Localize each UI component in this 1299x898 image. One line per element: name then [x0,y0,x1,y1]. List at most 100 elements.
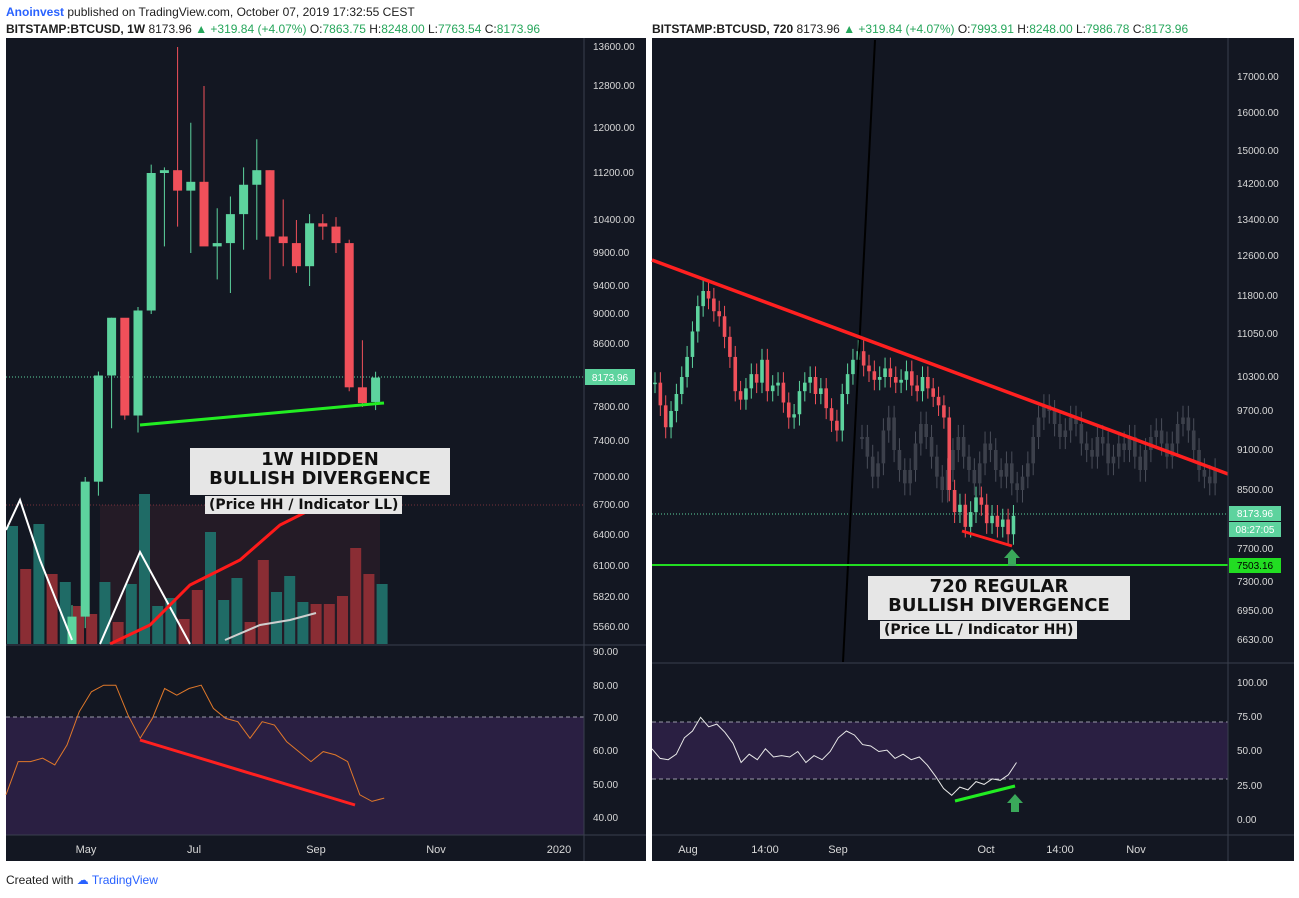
candle-body [663,405,668,428]
candle-body [910,371,914,386]
projection-body [1207,476,1212,484]
time-tick-label: Aug [678,844,698,856]
projection-body [908,470,912,484]
left-rsi-line [5,684,385,802]
projection-body [1031,437,1035,464]
volume-bar [363,574,375,644]
candle-body [899,379,903,383]
left-time-axis[interactable]: May Jul Sep Nov 2020 [76,844,572,856]
tradingview-logo-icon: ☁ [76,873,89,887]
projection-body [865,437,870,457]
volume-bar [191,590,203,644]
axis-tick-label: 9900.00 [593,248,630,259]
author-link[interactable]: Anoinvest [6,5,65,19]
axis-tick-label: 100.00 [1237,678,1268,689]
projection-body [1170,443,1175,457]
left-rsi-axis[interactable]: 90.00 80.00 70.00 60.00 50.00 40.00 [593,647,618,824]
left-symbol-line: BITSTAMP:BTCUSD, 1W 8173.96 ▲ +319.84 (+… [6,22,540,36]
left-price-axis[interactable]: 13600.00 12800.00 12000.00 11200.00 10400.00… [593,42,635,633]
time-tick-label: 14:00 [1046,844,1074,856]
candle-body [133,310,143,416]
projection-body [1181,417,1185,424]
projection-body [1079,424,1084,444]
projection-body [892,417,896,450]
candle-body [893,377,898,383]
projection-body [951,450,955,470]
candle-body [979,497,984,505]
projection-body [1063,430,1068,437]
left-symbol[interactable]: BITSTAMP:BTCUSD, 1W [6,22,146,36]
candle-body [318,223,328,227]
candle-body [744,388,748,400]
right-descending-trendline [651,258,1229,476]
projection-body [1020,476,1025,490]
projection-body [1052,411,1057,424]
candle-body [808,377,812,383]
axis-tick-label: 50.00 [1237,746,1262,757]
projection-body [1122,443,1126,450]
candle-body [653,382,657,385]
right-last-price-tag: 8173.96 [1237,509,1274,520]
candle-body [995,515,1000,527]
projection-body [860,437,864,439]
candle-body [786,402,791,418]
projection-body [1090,450,1094,457]
right-price-divergence-line [961,529,1013,548]
axis-tick-label: 13400.00 [1237,215,1279,226]
right-symbol-line: BITSTAMP:BTCUSD, 720 8173.96 ▲ +319.84 (… [652,22,1188,36]
right-annotation-subtitle: (Price LL / Indicator HH) [880,621,1078,639]
candle-body [942,405,946,418]
candle-body [305,223,315,267]
right-countdown-tag: 08:27:05 [1236,525,1275,536]
volume-bar [310,604,322,644]
candle-body [770,385,775,392]
projection-body [886,417,891,431]
candle-body [199,181,209,247]
right-time-axis[interactable]: Aug 14:00 Sep Oct 14:00 Nov [678,844,1146,856]
volume-bar [112,622,124,644]
candle-body [877,377,882,380]
axis-tick-label: 5820.00 [593,592,630,603]
candle-body [931,388,935,397]
projection-body [919,424,923,444]
candle-body [225,214,235,244]
right-symbol[interactable]: BITSTAMP:BTCUSD, 720 [652,22,794,36]
left-annotation-title: 1W HIDDEN BULLISH DIVERGENCE [190,448,450,495]
candle-body [186,181,196,191]
candle-body [331,226,341,244]
candle-body [706,291,711,299]
candle-body [829,408,834,421]
time-tick-label: Sep [828,844,848,856]
candle-body [701,291,705,307]
volume-bar [350,548,362,644]
axis-tick-label: 5560.00 [593,622,630,633]
volume-bar [323,604,335,644]
projection-body [935,456,939,477]
candle-body [867,365,871,372]
volume-bar [152,606,164,644]
candle-body [776,382,780,386]
candle-body [728,336,732,357]
right-price-axis[interactable]: 17000.00 16000.00 15000.00 14200.00 13400.00… [1237,72,1279,646]
axis-tick-label: 0.00 [1237,815,1257,826]
right-rsi-axis[interactable]: 100.00 75.00 50.00 25.00 0.00 [1237,678,1268,826]
projection-body [972,470,977,484]
projection-body [881,430,886,464]
axis-tick-label: 80.00 [593,681,618,692]
time-tick-label: Oct [977,844,994,856]
axis-tick-label: 50.00 [593,780,618,791]
footer-brand-link[interactable]: TradingView [91,873,158,887]
projection-body [967,456,971,470]
projection-body [929,437,934,457]
candle-body [252,170,262,185]
candle-body [926,377,930,389]
axis-tick-label: 6950.00 [1237,606,1274,617]
axis-tick-label: 75.00 [1237,712,1262,723]
axis-tick-label: 7400.00 [593,436,630,447]
projection-body [1058,424,1062,437]
axis-tick-label: 7000.00 [593,472,630,483]
left-ma-red [109,503,321,646]
right-price-arrow-up-icon [1004,549,1020,566]
left-price-divergence-line [139,401,385,427]
